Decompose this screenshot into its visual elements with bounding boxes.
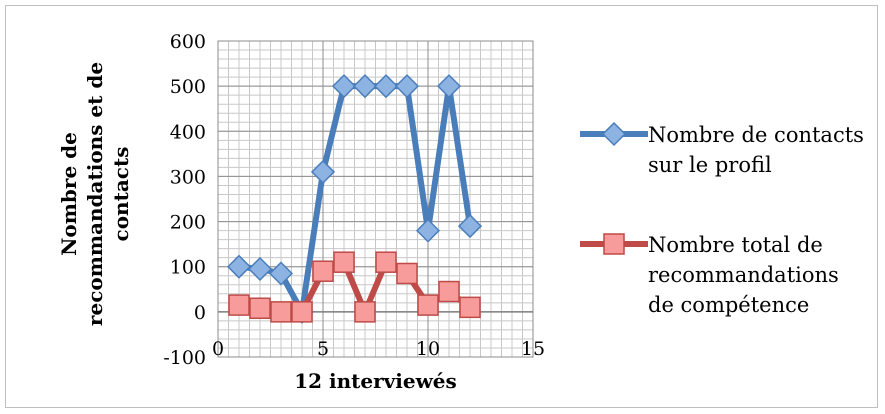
- legend-label-1: Nombre de contacts sur le profil: [648, 123, 864, 177]
- data-point: [270, 301, 292, 323]
- x-tick-label: 0: [212, 338, 224, 360]
- y-axis-title-line: Nombre de: [57, 132, 81, 256]
- data-point: [310, 159, 336, 184]
- y-tick-label: 0: [194, 302, 206, 324]
- y-tick-label: 100: [170, 257, 206, 279]
- y-tick-labels: -100 0 100 200 300 400 500 600: [163, 31, 206, 369]
- legend-label-2: Nombre total de recommandations de compéte…: [648, 233, 839, 317]
- y-tick-label: 600: [170, 31, 206, 53]
- y-axis-title: Nombre de recommandations et de contacts: [57, 62, 133, 326]
- data-point: [457, 214, 483, 239]
- y-axis-title-line: recommandations et de: [83, 62, 107, 326]
- x-tick-label: 10: [416, 338, 440, 360]
- data-point: [396, 262, 418, 285]
- x-tick-label: 5: [317, 338, 329, 360]
- data-point: [228, 294, 250, 316]
- data-point: [247, 256, 273, 282]
- y-tick-label: 400: [170, 121, 206, 143]
- y-tick-label: 300: [170, 166, 206, 188]
- data-point: [333, 251, 355, 273]
- y-tick-label: -100: [163, 347, 206, 369]
- data-point: [291, 301, 313, 323]
- chart-frame: [5, 5, 878, 408]
- data-point: [268, 261, 294, 286]
- data-point: [331, 74, 357, 99]
- data-point: [373, 74, 399, 99]
- data-point: [312, 260, 334, 282]
- data-point: [394, 74, 420, 99]
- data-point: [417, 294, 439, 316]
- data-point: [436, 74, 462, 99]
- y-tick-label: 200: [170, 212, 206, 234]
- legend: Nombre de contacts sur le profil Nombre to…: [580, 121, 864, 317]
- y-axis-title-line: contacts: [109, 147, 133, 242]
- legend-marker-2: [603, 233, 625, 255]
- data-point: [249, 297, 271, 319]
- data-point: [415, 218, 441, 243]
- data-point: [226, 254, 252, 279]
- legend-marker-1: [601, 121, 627, 147]
- x-axis-title: 12 interviewés: [294, 369, 457, 393]
- data-point: [354, 301, 376, 323]
- data-point: [375, 251, 397, 273]
- series-layer: [226, 74, 483, 324]
- y-tick-label: 500: [170, 76, 206, 98]
- x-tick-label: 15: [521, 338, 545, 360]
- plot-area-border: [217, 40, 534, 358]
- data-point: [438, 280, 460, 303]
- data-point: [459, 296, 481, 319]
- x-tick-labels: 0 5 10 15: [212, 338, 545, 360]
- data-point: [352, 74, 378, 99]
